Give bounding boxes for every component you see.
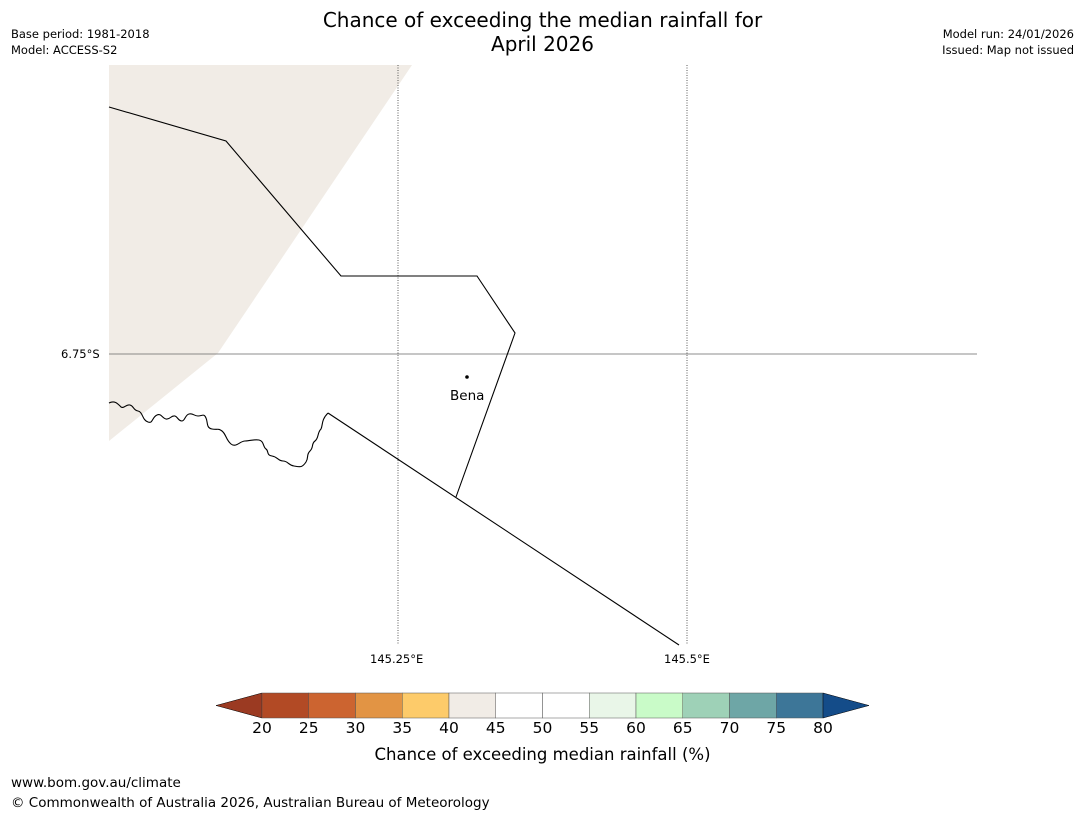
colorbar-label: Chance of exceeding median rainfall (%) bbox=[374, 745, 711, 764]
colorbar-tick-label: 35 bbox=[392, 719, 413, 737]
longitude-label: 145.5°E bbox=[664, 652, 710, 666]
colorbar-tick-label: 50 bbox=[532, 719, 553, 737]
colorbar-segment bbox=[448, 692, 496, 719]
colorbar-tick-label: 20 bbox=[252, 719, 272, 737]
longitude-label: 145.25°E bbox=[370, 652, 424, 666]
colorbar-tick-label: 75 bbox=[766, 719, 787, 737]
model-text: Model: ACCESS-S2 bbox=[11, 43, 118, 57]
colorbar-tick-label: 40 bbox=[439, 719, 459, 737]
district-boundary bbox=[108, 106, 516, 498]
colorbar-extend-low bbox=[215, 692, 263, 719]
colorbar-segment bbox=[261, 692, 309, 719]
colorbar-segment bbox=[729, 692, 777, 719]
meta-left: Base period: 1981-2018 Model: ACCESS-S2 bbox=[11, 26, 150, 58]
title-line-1: Chance of exceeding the median rainfall … bbox=[322, 8, 763, 32]
colorbar-tick-label: 80 bbox=[813, 719, 833, 737]
river-line bbox=[108, 401, 329, 468]
colorbar-tick-label: 65 bbox=[672, 719, 693, 737]
colorbar-tick-label: 70 bbox=[719, 719, 740, 737]
colorbar-tick-label: 55 bbox=[579, 719, 600, 737]
issued-text: Issued: Map not issued bbox=[942, 43, 1074, 57]
colorbar-segment bbox=[402, 692, 450, 719]
colorbar-segment bbox=[682, 692, 730, 719]
colorbar-segment bbox=[308, 692, 356, 719]
town-marker bbox=[465, 375, 469, 379]
colorbar-tick-label: 25 bbox=[298, 719, 319, 737]
meta-right: Model run: 24/01/2026 Issued: Map not is… bbox=[942, 26, 1074, 58]
latitude-label: 6.75°S bbox=[61, 347, 100, 361]
colorbar bbox=[215, 692, 870, 719]
colorbar-segment bbox=[495, 692, 543, 719]
colorbar-extend-high bbox=[822, 692, 870, 719]
place-label-bena: Bena bbox=[450, 388, 485, 404]
colorbar-segment bbox=[355, 692, 403, 719]
model-run-text: Model run: 24/01/2026 bbox=[942, 27, 1074, 41]
title-line-2: April 2026 bbox=[491, 32, 594, 56]
colorbar-segment bbox=[542, 692, 590, 719]
colorbar-tick-label: 60 bbox=[626, 719, 646, 737]
colorbar-segment bbox=[635, 692, 683, 719]
district-boundary bbox=[327, 412, 680, 646]
footer-copyright: © Commonwealth of Australia 2026, Austra… bbox=[11, 795, 490, 811]
footer-url: www.bom.gov.au/climate bbox=[11, 775, 181, 791]
base-period-text: Base period: 1981-2018 bbox=[11, 27, 150, 41]
probability-shade-area bbox=[109, 65, 412, 441]
map-title: Chance of exceeding the median rainfall … bbox=[0, 8, 1085, 56]
colorbar-segment bbox=[776, 692, 824, 719]
colorbar-segment bbox=[589, 692, 637, 719]
colorbar-tick-label: 45 bbox=[485, 719, 506, 737]
colorbar-tick-label: 30 bbox=[345, 719, 366, 737]
